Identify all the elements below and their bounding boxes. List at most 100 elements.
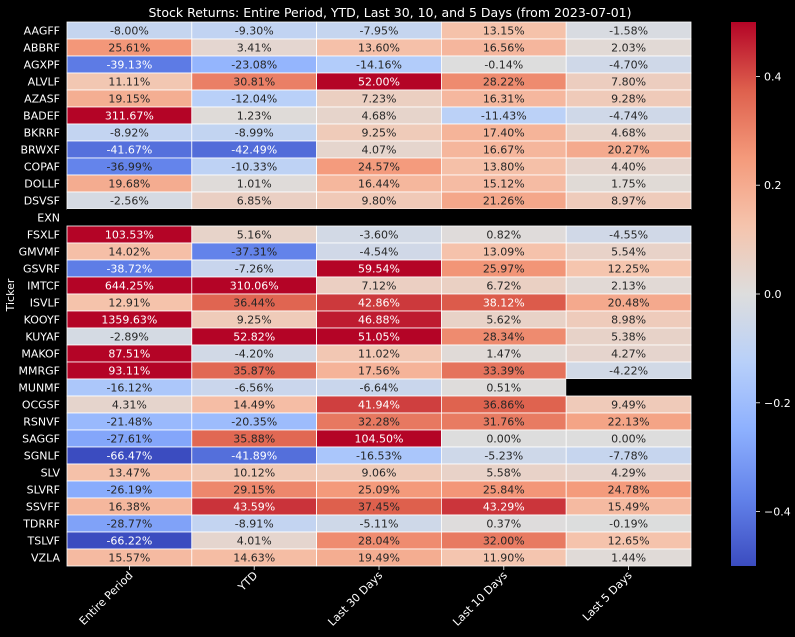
cell-value-label: 7.12% [362,280,397,293]
chart-title: Stock Returns: Entire Period, YTD, Last … [149,5,632,20]
cell-value-label: -8.91% [235,518,274,531]
cell-value-label: -28.77% [106,518,152,531]
cell-value-label: 20.48% [608,297,650,310]
cell-value-label: 9.06% [362,467,397,480]
cell-value-label: -20.35% [231,416,277,429]
cell-value-label: 4.40% [611,161,646,174]
cell-value-label: 59.54% [358,263,400,276]
cell-value-label: 5.62% [486,314,521,327]
cell-labels: -8.00% -9.30% -7.95% 13.15% -1.58% 25.61% 3.41… [101,25,649,565]
cell-value-label: 104.50% [355,433,404,446]
cell-value-label: 12.65% [608,535,650,548]
cell-value-label: 1.23% [237,110,272,123]
cell-value-label: 19.15% [108,93,150,106]
y-tick-label: VZLA [31,552,60,565]
cell-value-label: 36.44% [233,297,275,310]
cell-value-label: 4.68% [362,110,397,123]
cell-value-label: 0.00% [486,433,521,446]
heatmap-cells [66,21,692,567]
y-tick-label: BRWXF [21,144,60,157]
cell-value-label: 22.13% [608,416,650,429]
cell-value-label: 25.09% [358,484,400,497]
cell-value-label: 30.81% [233,76,275,89]
cell-value-label: 28.34% [483,331,525,344]
cell-value-label: 2.13% [611,280,646,293]
y-tick-label: AZASF [24,93,60,106]
cell-value-label: -4.55% [609,229,648,242]
cell-value-label: 11.11% [108,76,150,89]
x-tick-label: Entire Period [77,569,136,628]
cell-value-label: -66.22% [106,535,152,548]
cell-value-label: -1.58% [609,25,648,38]
cell-value-label: 32.00% [483,535,525,548]
cell-value-label: 13.15% [483,25,525,38]
y-tick-label: EXN [37,212,60,225]
cell-value-label: -41.89% [231,450,277,463]
y-tick-label: SSVFF [26,501,60,514]
cell-value-label: 29.15% [233,484,275,497]
cell-value-label: 17.40% [483,127,525,140]
cell-value-label: 15.49% [608,501,650,514]
cell-value-label: 9.80% [362,195,397,208]
cell-value-label: 24.78% [608,484,650,497]
cell-value-label: 17.56% [358,365,400,378]
cell-value-label: -8.92% [110,127,149,140]
cell-value-label: 51.05% [358,331,400,344]
cell-value-label: -10.33% [231,161,277,174]
cell-value-label: -39.13% [106,59,152,72]
heatmap-cell [441,209,567,226]
y-tick-label: DOLLF [24,178,60,191]
y-tick-label: TSLVF [27,535,60,548]
y-tick-label: SLVRF [27,484,60,497]
x-tick-labels: Entire Period YTD Last 30 Days Last 10 Days… [77,566,635,629]
y-tick-label: IMTCF [27,280,60,293]
y-tick-label: ABBRF [23,42,60,55]
cell-value-label: 9.28% [611,93,646,106]
x-tick-label: Last 10 Days [450,569,510,629]
y-tick-label: MMRGF [19,365,60,378]
cell-value-label: -11.43% [481,110,527,123]
cell-value-label: 87.51% [108,348,150,361]
cell-value-label: 35.88% [233,433,275,446]
cell-value-label: -0.19% [609,518,648,531]
heatmap-cell [566,379,691,396]
cell-value-label: -6.56% [235,382,274,395]
cell-value-label: 16.56% [483,42,525,55]
y-tick-label: BADEF [23,110,60,123]
cell-value-label: 16.44% [358,178,400,191]
cell-value-label: 3.41% [237,42,272,55]
cell-value-label: 6.72% [486,280,521,293]
cell-value-label: 15.57% [108,552,150,565]
y-tick-label: KOOYF [24,314,60,327]
cell-value-label: 28.04% [358,535,400,548]
y-tick-label: TDRRF [22,518,60,531]
cell-value-label: 0.51% [486,382,521,395]
cell-value-label: 1.75% [611,178,646,191]
cell-value-label: -4.54% [360,246,399,259]
cell-value-label: 4.31% [112,399,147,412]
cell-value-label: 5.58% [486,467,521,480]
cell-value-label: 4.01% [237,535,272,548]
y-tick-label: AAGFF [24,25,60,38]
cell-value-label: 4.29% [611,467,646,480]
cell-value-label: -27.61% [106,433,152,446]
cell-value-label: -66.47% [106,450,152,463]
cell-value-label: 19.49% [358,552,400,565]
cell-value-label: 4.07% [362,144,397,157]
cell-value-label: 0.00% [611,433,646,446]
cell-value-label: -37.31% [231,246,277,259]
heatmap-cell [67,209,192,226]
cell-value-label: 10.12% [233,467,275,480]
y-tick-label: SAGGF [22,433,60,446]
cell-value-label: 32.28% [358,416,400,429]
colorbar-ticks: −0.4 −0.2 0.0 0.2 0.4 [756,70,791,519]
cell-value-label: 12.91% [108,297,150,310]
cell-value-label: 37.45% [358,501,400,514]
cell-value-label: 9.25% [362,127,397,140]
cell-value-label: 21.26% [483,195,525,208]
cell-value-label: 25.84% [483,484,525,497]
cell-value-label: 52.00% [358,76,400,89]
cell-value-label: -4.22% [609,365,648,378]
